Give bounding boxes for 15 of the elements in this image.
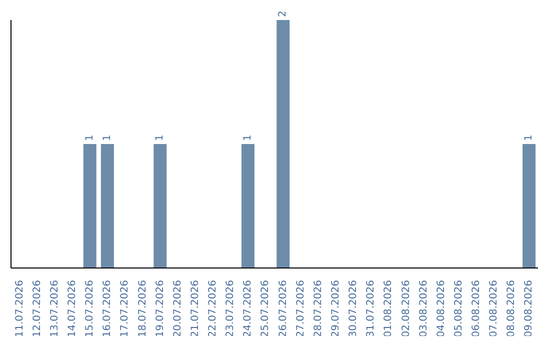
data-label: 1 xyxy=(84,134,96,141)
x-tick-label: 11.07.2026 xyxy=(14,280,26,338)
data-label: 2 xyxy=(278,10,289,17)
x-tick-label: 19.07.2026 xyxy=(154,280,166,338)
x-tick-label: 18.07.2026 xyxy=(137,280,148,338)
data-label: 1 xyxy=(154,134,166,141)
x-tick-label: 14.07.2026 xyxy=(66,280,78,338)
x-tick-label: 12.07.2026 xyxy=(32,280,43,338)
data-label: 1 xyxy=(102,134,113,141)
x-tick-label: 15.07.2026 xyxy=(84,280,96,338)
x-tick-label: 13.07.2026 xyxy=(49,280,60,338)
x-tick-label: 17.07.2026 xyxy=(120,280,131,338)
data-label: 1 xyxy=(242,134,254,141)
data-label: 1 xyxy=(524,134,535,141)
x-tick-label: 16.07.2026 xyxy=(102,280,114,338)
